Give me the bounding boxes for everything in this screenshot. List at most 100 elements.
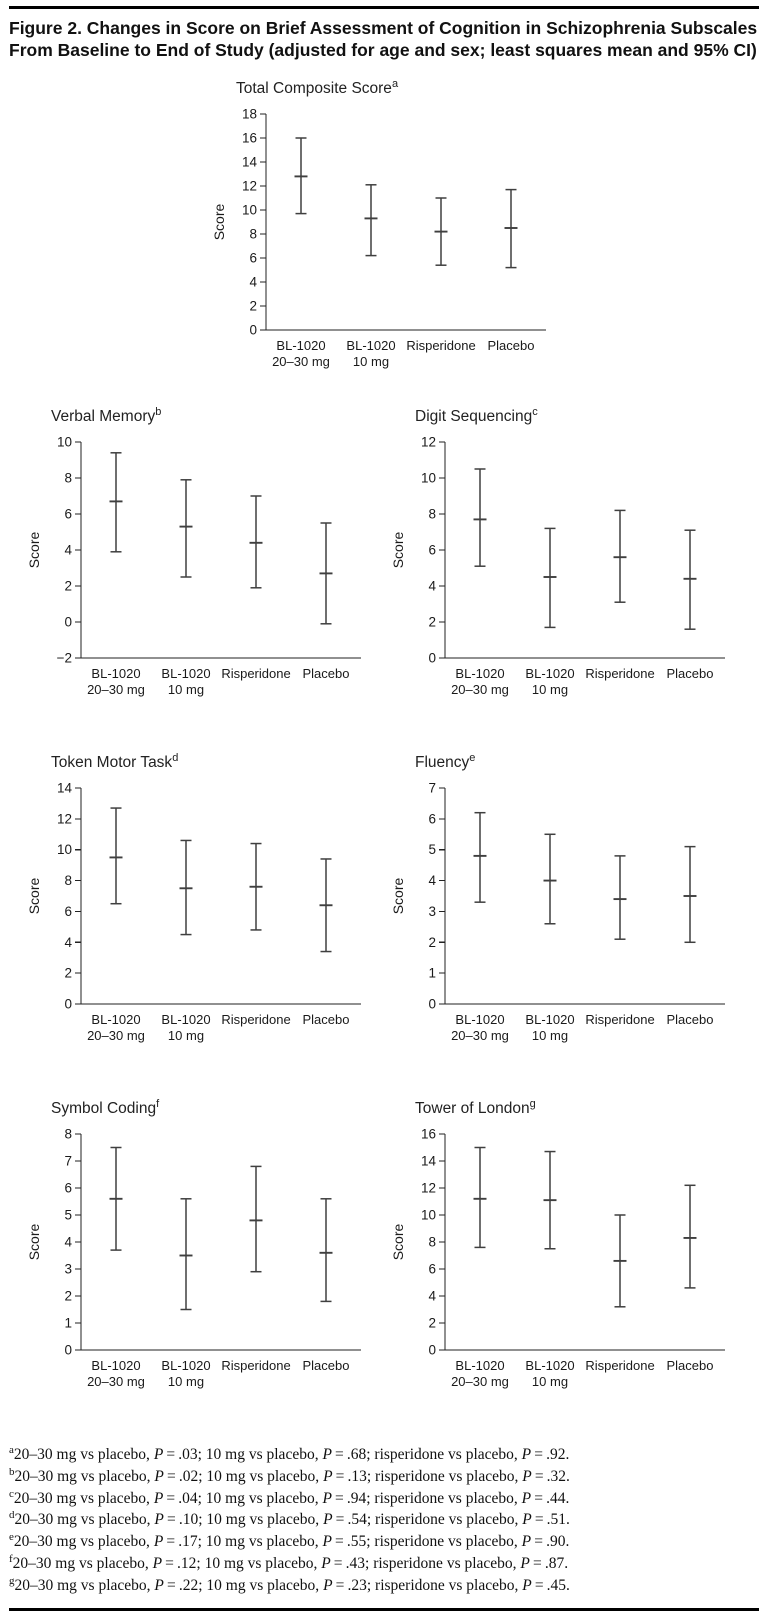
error-bar <box>249 1166 263 1273</box>
x-category-label: 10 mg <box>353 354 389 369</box>
x-category-label: 20–30 mg <box>451 1028 509 1043</box>
y-tick-label: 4 <box>428 1289 436 1304</box>
y-tick-label: 4 <box>64 935 72 950</box>
y-tick-label: 2 <box>428 615 436 630</box>
y-axis-label: Score <box>26 532 42 569</box>
x-category-label: Placebo <box>667 666 714 681</box>
y-tick-label: 7 <box>428 781 436 796</box>
chart-title-sup: b <box>155 405 162 418</box>
chart-verbal-memory: Verbal Memoryb −2 0 2 4 6 8 10 Score BL-1020 20–3… <box>23 406 375 722</box>
x-category-label: 10 mg <box>168 682 204 697</box>
footnote: g20–30 mg vs placebo, P = .22; 10 mg vs … <box>9 1574 570 1594</box>
x-category-label: BL-1020 <box>161 1358 210 1373</box>
error-bar <box>543 527 557 629</box>
y-tick-label: 0 <box>64 1343 72 1358</box>
chart-title-text: Tower of London <box>415 1100 530 1118</box>
y-tick-label: 14 <box>242 154 258 169</box>
x-category-label: 10 mg <box>168 1374 204 1389</box>
y-tick-label: 8 <box>249 226 257 241</box>
x-category-label: BL-1020 <box>455 1012 504 1027</box>
error-bar <box>319 858 333 953</box>
error-bar <box>473 468 487 568</box>
y-tick-label: 3 <box>64 1262 72 1277</box>
y-tick-label: 2 <box>428 935 436 950</box>
x-category-label: BL-1020 <box>161 1012 210 1027</box>
y-tick-label: 0 <box>249 322 257 337</box>
x-category-label: 20–30 mg <box>87 1028 145 1043</box>
y-tick-label: 5 <box>428 842 436 857</box>
y-tick-label: 14 <box>57 781 73 796</box>
y-tick-label: 2 <box>64 1289 72 1304</box>
y-tick-label: 10 <box>57 842 72 857</box>
chart-total-composite-score: Total Composite Scorea 0 2 4 6 8 10 12 14 16 18 Sc… <box>208 78 560 394</box>
y-tick-label: 12 <box>421 1181 436 1196</box>
y-tick-label: 18 <box>242 106 257 121</box>
y-tick-label: 8 <box>428 1235 436 1250</box>
chart-canvas: 0 1 2 3 4 5 6 7 Score BL-1020 20–30 mg BL-1020 10 mg… <box>387 776 739 1068</box>
y-tick-label: 3 <box>428 904 436 919</box>
y-tick-label: 6 <box>64 507 72 522</box>
figure-title: Figure 2. Changes in Score on Brief Asse… <box>9 18 758 60</box>
x-category-label: Risperidone <box>585 666 654 681</box>
chart-digit-sequencing: Digit Sequencingc 0 2 4 6 8 10 12 Score BL-1020 2… <box>387 406 739 722</box>
footnote: f20–30 mg vs placebo, P = .12; 10 mg vs … <box>9 1552 569 1572</box>
footnote: d20–30 mg vs placebo, P = .10; 10 mg vs … <box>9 1509 570 1529</box>
error-bar <box>683 1184 697 1290</box>
y-axis-label: Score <box>390 878 406 915</box>
footnote: e20–30 mg vs placebo, P = .17; 10 mg vs … <box>9 1530 570 1551</box>
footnote: a20–30 mg vs placebo, P = .03; 10 mg vs … <box>9 1444 570 1464</box>
chart-title-text: Symbol Coding <box>51 1100 157 1118</box>
x-category-label: 20–30 mg <box>87 1374 145 1389</box>
y-axis-label: Score <box>211 203 227 240</box>
error-bar <box>319 1198 333 1303</box>
x-category-label: BL-1020 <box>91 1012 140 1027</box>
x-category-label: Placebo <box>488 338 535 353</box>
y-axis-label: Score <box>26 1224 42 1261</box>
x-category-label: Risperidone <box>221 1358 290 1373</box>
chart-title-sup: e <box>469 752 476 765</box>
x-category-label: 10 mg <box>532 1028 568 1043</box>
chart-canvas: 0 2 4 6 8 10 12 14 16 18 Score BL-1020 20–30 mg BL-10… <box>208 102 560 394</box>
y-tick-label: 6 <box>249 250 257 265</box>
x-category-label: 10 mg <box>532 1374 568 1389</box>
y-tick-label: 6 <box>64 904 72 919</box>
y-tick-label: 16 <box>242 130 257 145</box>
x-category-label: 20–30 mg <box>451 682 509 697</box>
chart-token-motor-task: Token Motor Taskd 0 2 4 6 8 10 12 14 Score BL-102… <box>23 752 375 1068</box>
y-tick-label: 6 <box>428 543 436 558</box>
y-tick-label: 0 <box>64 615 72 630</box>
chart-title: Tower of Londong <box>415 1098 739 1118</box>
y-tick-label: 8 <box>64 873 72 888</box>
chart-title-text: Token Motor Task <box>51 754 173 772</box>
x-category-label: BL-1020 <box>91 1358 140 1373</box>
error-bar <box>683 846 697 944</box>
figure-page: Figure 2. Changes in Score on Brief Asse… <box>0 6 768 1621</box>
chart-title-text: Verbal Memory <box>51 408 156 426</box>
error-bar <box>613 509 627 604</box>
x-category-label: Risperidone <box>585 1358 654 1373</box>
chart-fluency: Fluencye 0 1 2 3 4 5 6 7 Score BL-1020 20–30 mg BL-… <box>387 752 739 1068</box>
x-category-label: BL-1020 <box>161 666 210 681</box>
x-category-label: BL-1020 <box>91 666 140 681</box>
y-tick-label: 0 <box>64 997 72 1012</box>
top-rule <box>9 6 759 9</box>
y-tick-label: 2 <box>428 1316 436 1331</box>
y-tick-label: 8 <box>64 1127 72 1142</box>
chart-title: Total Composite Scorea <box>236 78 560 98</box>
y-tick-label: 12 <box>421 435 436 450</box>
chart-title-sup: c <box>532 405 538 418</box>
x-category-label: BL-1020 <box>346 338 395 353</box>
y-tick-label: 12 <box>242 178 257 193</box>
x-category-label: Placebo <box>303 1012 350 1027</box>
x-category-label: 20–30 mg <box>451 1374 509 1389</box>
error-bar <box>683 529 697 631</box>
y-tick-label: 4 <box>428 579 436 594</box>
y-tick-label: 12 <box>57 812 72 827</box>
x-category-label: 10 mg <box>168 1028 204 1043</box>
x-category-label: BL-1020 <box>525 1012 574 1027</box>
error-bar <box>109 1147 123 1252</box>
chart-title: Symbol Codingf <box>51 1098 375 1118</box>
